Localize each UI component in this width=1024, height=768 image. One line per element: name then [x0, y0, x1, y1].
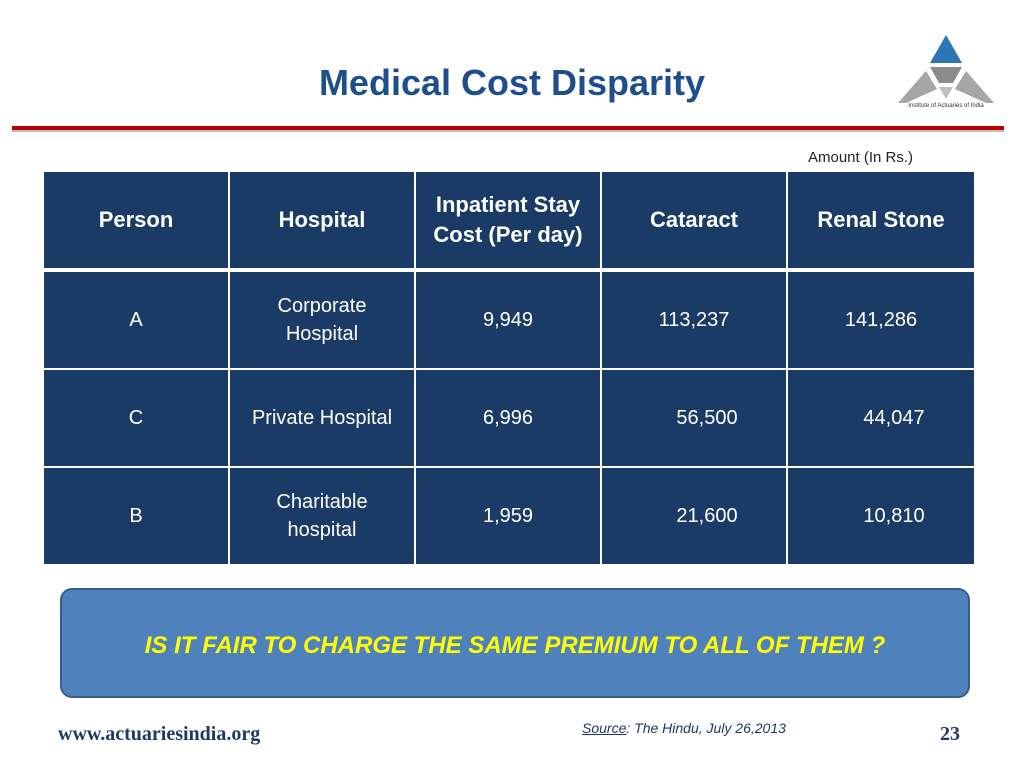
cell-renal-stone: 141,286 — [786, 269, 976, 370]
cell-cataract: 113,237 — [600, 269, 788, 370]
header-renal-stone: Renal Stone — [786, 170, 976, 271]
cell-cataract: 56,500 — [600, 368, 788, 468]
cell-hospital: Private Hospital — [228, 368, 416, 468]
cell-renal-stone: 44,047 — [786, 368, 976, 468]
header-divider-shadow — [12, 130, 1004, 132]
source-label: Source — [582, 720, 627, 736]
cell-renal-stone: 10,810 — [786, 466, 976, 566]
source-citation: Source: The Hindu, July 26,2013 — [582, 720, 786, 736]
cell-cataract: 21,600 — [600, 466, 788, 566]
premium-question-callout: IS IT FAIR TO CHARGE THE SAME PREMIUM TO… — [60, 588, 970, 698]
amount-unit-note: Amount (In Rs.) — [808, 149, 914, 166]
logo-caption: Institute of Actuaries of India — [908, 103, 984, 109]
cell-hospital: Corporate Hospital — [228, 269, 416, 370]
institute-logo — [898, 35, 994, 103]
page-title: Medical Cost Disparity — [318, 62, 706, 103]
cell-inpatient-cost: 6,996 — [414, 368, 602, 468]
header-person: Person — [42, 170, 230, 271]
source-detail: : The Hindu, July 26,2013 — [626, 720, 786, 736]
header-divider — [12, 126, 1004, 130]
table-header-row: Person Hospital Inpatient Stay Cost (Per… — [42, 170, 976, 271]
header-cataract: Cataract — [600, 170, 788, 271]
header-inpatient-cost: Inpatient Stay Cost (Per day) — [414, 170, 602, 271]
table-row: C Private Hospital 6,996 56,500 44,047 — [42, 368, 976, 468]
premium-question-text: IS IT FAIR TO CHARGE THE SAME PREMIUM TO… — [144, 632, 886, 659]
cell-inpatient-cost: 9,949 — [414, 269, 602, 370]
cell-person: B — [42, 466, 230, 566]
footer-website: www.actuariesindia.org — [58, 723, 261, 745]
page-number: 23 — [940, 723, 960, 745]
cell-hospital: Charitable hospital — [228, 466, 416, 566]
table-row: B Charitable hospital 1,959 21,600 10,81… — [42, 466, 976, 566]
header-hospital: Hospital — [228, 170, 416, 271]
cell-person: C — [42, 368, 230, 468]
table-row: A Corporate Hospital 9,949 113,237 141,2… — [42, 269, 976, 370]
cost-table: Person Hospital Inpatient Stay Cost (Per… — [42, 170, 976, 566]
cell-person: A — [42, 269, 230, 370]
cell-inpatient-cost: 1,959 — [414, 466, 602, 566]
